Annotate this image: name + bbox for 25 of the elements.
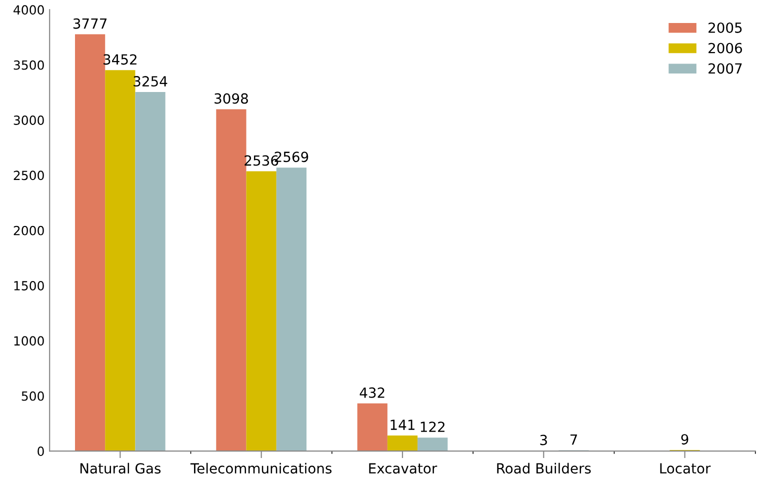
y-tick-label: 1500	[14, 281, 44, 290]
data-label: 7	[570, 434, 577, 445]
x-tick-label: Natural Gas	[80, 462, 161, 474]
data-label: 122	[420, 422, 444, 432]
data-label: 3098	[214, 93, 248, 104]
y-tick-label: 500	[22, 391, 44, 401]
x-tick-label: Locator	[660, 463, 711, 474]
y-tick-label: 1000	[14, 336, 44, 346]
data-label: 141	[390, 420, 414, 430]
x-tick-label: Road Builders	[497, 462, 591, 474]
x-tick-label: Excavator	[369, 463, 438, 474]
y-tick-label: 3500	[14, 60, 44, 70]
data-label: 432	[360, 387, 384, 398]
data-label: 3777	[73, 18, 107, 29]
x-tick-label: Telecommunications	[190, 462, 332, 474]
data-label: 9	[681, 434, 688, 445]
y-tick-label: 4000	[14, 5, 44, 15]
y-tick-label: 3000	[14, 116, 44, 125]
y-tick-label: 2500	[14, 170, 44, 180]
legend-label: 2007	[708, 63, 742, 74]
legend-label: 2006	[708, 42, 742, 54]
y-tick-label: 0	[38, 446, 44, 456]
y-tick-label: 2000	[14, 226, 44, 236]
legend-label: 2005	[708, 22, 742, 33]
data-label: 3	[540, 434, 547, 446]
